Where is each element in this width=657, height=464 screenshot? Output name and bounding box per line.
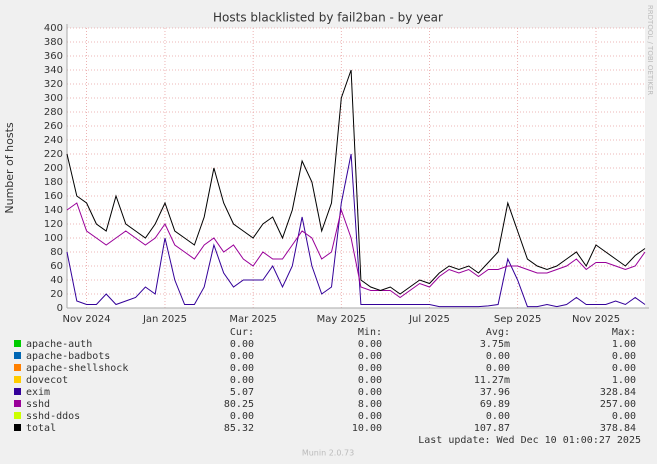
legend-header: Avg: [486,327,510,338]
legend-stat: 0.00 [358,411,382,422]
legend-stat: 69.89 [480,399,510,410]
legend-stat: 0.00 [486,411,510,422]
x-tick-label: Jul 2025 [408,314,450,325]
legend-stat: 0.00 [358,375,382,386]
legend-stat: 0.00 [230,411,254,422]
legend-header: Max: [612,327,636,338]
legend-stat: 85.32 [224,423,254,434]
x-tick-label: Sep 2025 [494,314,541,325]
legend-name: dovecot [26,375,68,386]
legend-stat: 0.00 [612,363,636,374]
legend-name: sshd [26,399,50,410]
chart-title: Hosts blacklisted by fail2ban - by year [213,11,443,25]
legend-stat: 0.00 [612,411,636,422]
side-text: RRDTOOL / TOBI OETIKER [646,5,654,95]
y-tick-label: 240 [44,135,63,146]
legend-stat: 0.00 [230,363,254,374]
legend-stat: 1.00 [612,375,636,386]
y-tick-label: 140 [44,205,63,216]
legend-stat: 0.00 [486,363,510,374]
legend-name: exim [26,387,50,398]
legend-stat: 0.00 [230,375,254,386]
y-tick-label: 160 [44,191,63,202]
y-tick-label: 120 [44,219,63,230]
legend-stat: 0.00 [230,339,254,350]
legend-name: apache-badbots [26,351,110,362]
y-tick-label: 40 [50,275,63,286]
series-line [66,69,646,295]
legend-name: total [26,423,56,434]
legend-header: Cur: [230,327,254,338]
legend-swatch [14,424,21,431]
y-tick-label: 20 [50,289,63,300]
y-tick-label: 200 [44,163,63,174]
legend-stat: 10.00 [352,423,382,434]
y-tick-label: 380 [44,37,63,48]
y-tick-label: 360 [44,51,63,62]
legend-stat: 0.00 [486,351,510,362]
y-tick-label: 0 [57,303,63,314]
x-tick-label: May 2025 [317,314,366,325]
y-tick-label: 60 [50,261,63,272]
last-update: Last update: Wed Dec 10 01:00:27 2025 [418,435,641,446]
legend-swatch [14,352,21,359]
y-tick-label: 100 [44,233,63,244]
x-tick-label: Mar 2025 [229,314,277,325]
legend-stat: 0.00 [230,351,254,362]
legend-stat: 1.00 [612,339,636,350]
legend-stat: 37.96 [480,387,510,398]
series-line [66,202,646,299]
x-tick-label: Nov 2025 [572,314,620,325]
legend-stat: 0.00 [358,351,382,362]
x-tick-label: Jan 2025 [142,314,187,325]
legend-swatch [14,340,21,347]
y-tick-label: 340 [44,65,63,76]
legend-swatch [14,412,21,419]
legend-swatch [14,364,21,371]
series-line [66,153,646,308]
y-tick-label: 320 [44,79,63,90]
legend-stat: 8.00 [358,399,382,410]
y-tick-label: 220 [44,149,63,160]
legend-stat: 257.00 [600,399,636,410]
legend-stat: 5.07 [230,387,254,398]
legend-header: Min: [358,327,382,338]
legend-name: sshd-ddos [26,411,80,422]
y-tick-label: 280 [44,107,63,118]
y-tick-label: 260 [44,121,63,132]
legend-swatch [14,400,21,407]
y-tick-label: 300 [44,93,63,104]
footer: Munin 2.0.73 [302,449,354,458]
legend-stat: 328.84 [600,387,636,398]
legend-stat: 3.75m [480,339,510,350]
legend-stat: 378.84 [600,423,636,434]
legend-stat: 80.25 [224,399,254,410]
x-tick-label: Nov 2024 [63,314,111,325]
legend-stat: 0.00 [612,351,636,362]
legend-stat: 0.00 [358,339,382,350]
y-tick-label: 80 [50,247,63,258]
y-tick-label: 400 [44,23,63,34]
legend-stat: 107.87 [474,423,510,434]
y-axis-label: Number of hosts [3,122,16,214]
legend-name: apache-auth [26,339,92,350]
legend-stat: 0.00 [358,387,382,398]
legend-swatch [14,388,21,395]
legend-stat: 0.00 [358,363,382,374]
legend-name: apache-shellshock [26,363,128,374]
legend-stat: 11.27m [474,375,510,386]
y-tick-label: 180 [44,177,63,188]
legend-swatch [14,376,21,383]
